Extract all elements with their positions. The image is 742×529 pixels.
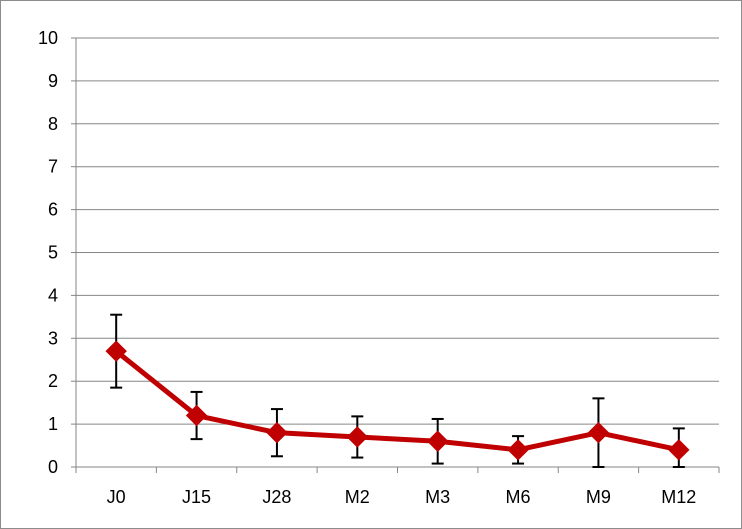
x-tick-label: M12	[661, 487, 696, 507]
axes	[71, 38, 719, 473]
x-tick-label: J15	[182, 487, 211, 507]
y-tick-label: 6	[48, 200, 58, 220]
y-tick-label: 4	[48, 285, 58, 305]
y-tick-label: 0	[48, 457, 58, 477]
x-tick-label: M2	[345, 487, 370, 507]
gridlines	[76, 38, 719, 424]
y-tick-label: 7	[48, 157, 58, 177]
data-point-marker	[267, 423, 287, 443]
data-point-marker	[508, 440, 528, 460]
x-tick-label: M3	[425, 487, 450, 507]
x-tick-label: J28	[262, 487, 291, 507]
y-tick-label: 8	[48, 114, 58, 134]
y-tick-label: 2	[48, 371, 58, 391]
error-bars	[110, 315, 685, 467]
x-tick-label: M6	[506, 487, 531, 507]
y-tick-label: 5	[48, 243, 58, 263]
x-tick-label: M9	[586, 487, 611, 507]
y-tick-label: 9	[48, 71, 58, 91]
data-point-marker	[347, 427, 367, 447]
y-tick-label: 3	[48, 328, 58, 348]
data-markers	[106, 341, 689, 460]
data-point-marker	[428, 431, 448, 451]
y-tick-label: 1	[48, 414, 58, 434]
x-tick-labels: J0 J15 J28 M2 M3 M6 M9 M12	[107, 487, 697, 507]
y-tick-labels: 0 1 2 3 4 5 6 7 8 9 10	[38, 28, 58, 477]
x-tick-label: J0	[107, 487, 126, 507]
data-point-marker	[588, 423, 608, 443]
data-point-marker	[669, 440, 689, 460]
y-tick-label: 10	[38, 28, 58, 48]
